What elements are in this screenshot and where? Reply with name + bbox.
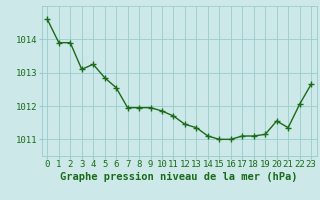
X-axis label: Graphe pression niveau de la mer (hPa): Graphe pression niveau de la mer (hPa): [60, 172, 298, 182]
